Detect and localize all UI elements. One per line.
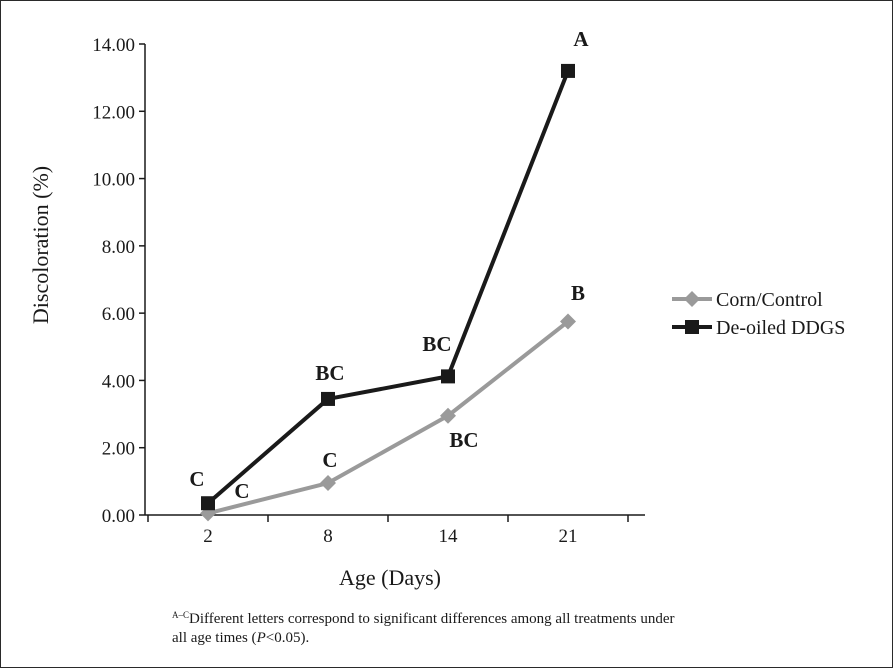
y-tick-label: 4.00 (102, 371, 135, 392)
legend-marker (684, 291, 700, 307)
y-tick-label: 6.00 (102, 304, 135, 325)
chart-axes (144, 44, 645, 516)
y-tick-label: 8.00 (102, 237, 135, 258)
data-point-de-oiled-ddgs (201, 496, 215, 511)
data-point-de-oiled-ddgs (321, 391, 335, 406)
y-tick-label: 0.00 (102, 506, 135, 527)
y-axis-ticks: 0.00 2.00 4.00 6.00 8.00 10.00 12.00 14.00 (92, 35, 145, 527)
significance-label-corn-control: C (234, 479, 249, 503)
series-layer (200, 63, 576, 522)
significance-label-de-oiled-ddgs: C (189, 467, 204, 491)
significance-label-de-oiled-ddgs: BC (315, 361, 344, 385)
footnote-superscript: A–C (172, 610, 190, 620)
series-line-de-oiled-ddgs (206, 70, 570, 505)
data-point-corn-control (560, 313, 576, 330)
x-axis-title: Age (Days) (339, 565, 441, 590)
x-tick-label: 2 (203, 526, 213, 547)
legend-label: De-oiled DDGS (716, 317, 845, 339)
footnote: A–CDifferent letters correspond to signi… (172, 606, 692, 648)
significance-label-de-oiled-ddgs: BC (422, 332, 451, 356)
x-tick-label: 21 (559, 526, 578, 547)
footnote-text-before: Different letters correspond to signific… (172, 611, 675, 646)
legend-item-de-oiled-ddgs: De-oiled DDGS (672, 317, 845, 339)
series-line-corn-control (207, 319, 570, 516)
y-tick-label: 2.00 (102, 439, 135, 460)
legend-marker (685, 320, 699, 334)
x-tick-label: 14 (439, 526, 459, 547)
legend-item-corn-control: Corn/Control (672, 289, 823, 311)
significance-label-corn-control: B (571, 281, 585, 305)
x-tick-label: 8 (323, 526, 333, 547)
y-axis-title: Discoloration (%) (28, 166, 53, 324)
data-point-corn-control (440, 407, 456, 424)
legend-label: Corn/Control (716, 289, 823, 311)
footnote-p-italic: P (256, 630, 266, 646)
data-point-corn-control (320, 475, 336, 492)
data-point-de-oiled-ddgs (561, 63, 575, 78)
series-de-oiled-ddgs (201, 63, 575, 511)
series-corn-control (200, 313, 576, 522)
footnote-text-after: <0.05). (265, 630, 310, 646)
y-tick-label: 12.00 (92, 102, 135, 123)
data-point-de-oiled-ddgs (441, 369, 455, 384)
x-axis-ticks: 2 8 14 21 (147, 515, 629, 547)
significance-label-corn-control: BC (449, 428, 478, 452)
y-tick-label: 10.00 (92, 170, 135, 191)
legend: Corn/Control De-oiled DDGS (672, 289, 845, 339)
significance-label-de-oiled-ddgs: A (573, 27, 589, 51)
significance-label-corn-control: C (322, 448, 337, 472)
y-tick-label: 14.00 (92, 35, 135, 56)
